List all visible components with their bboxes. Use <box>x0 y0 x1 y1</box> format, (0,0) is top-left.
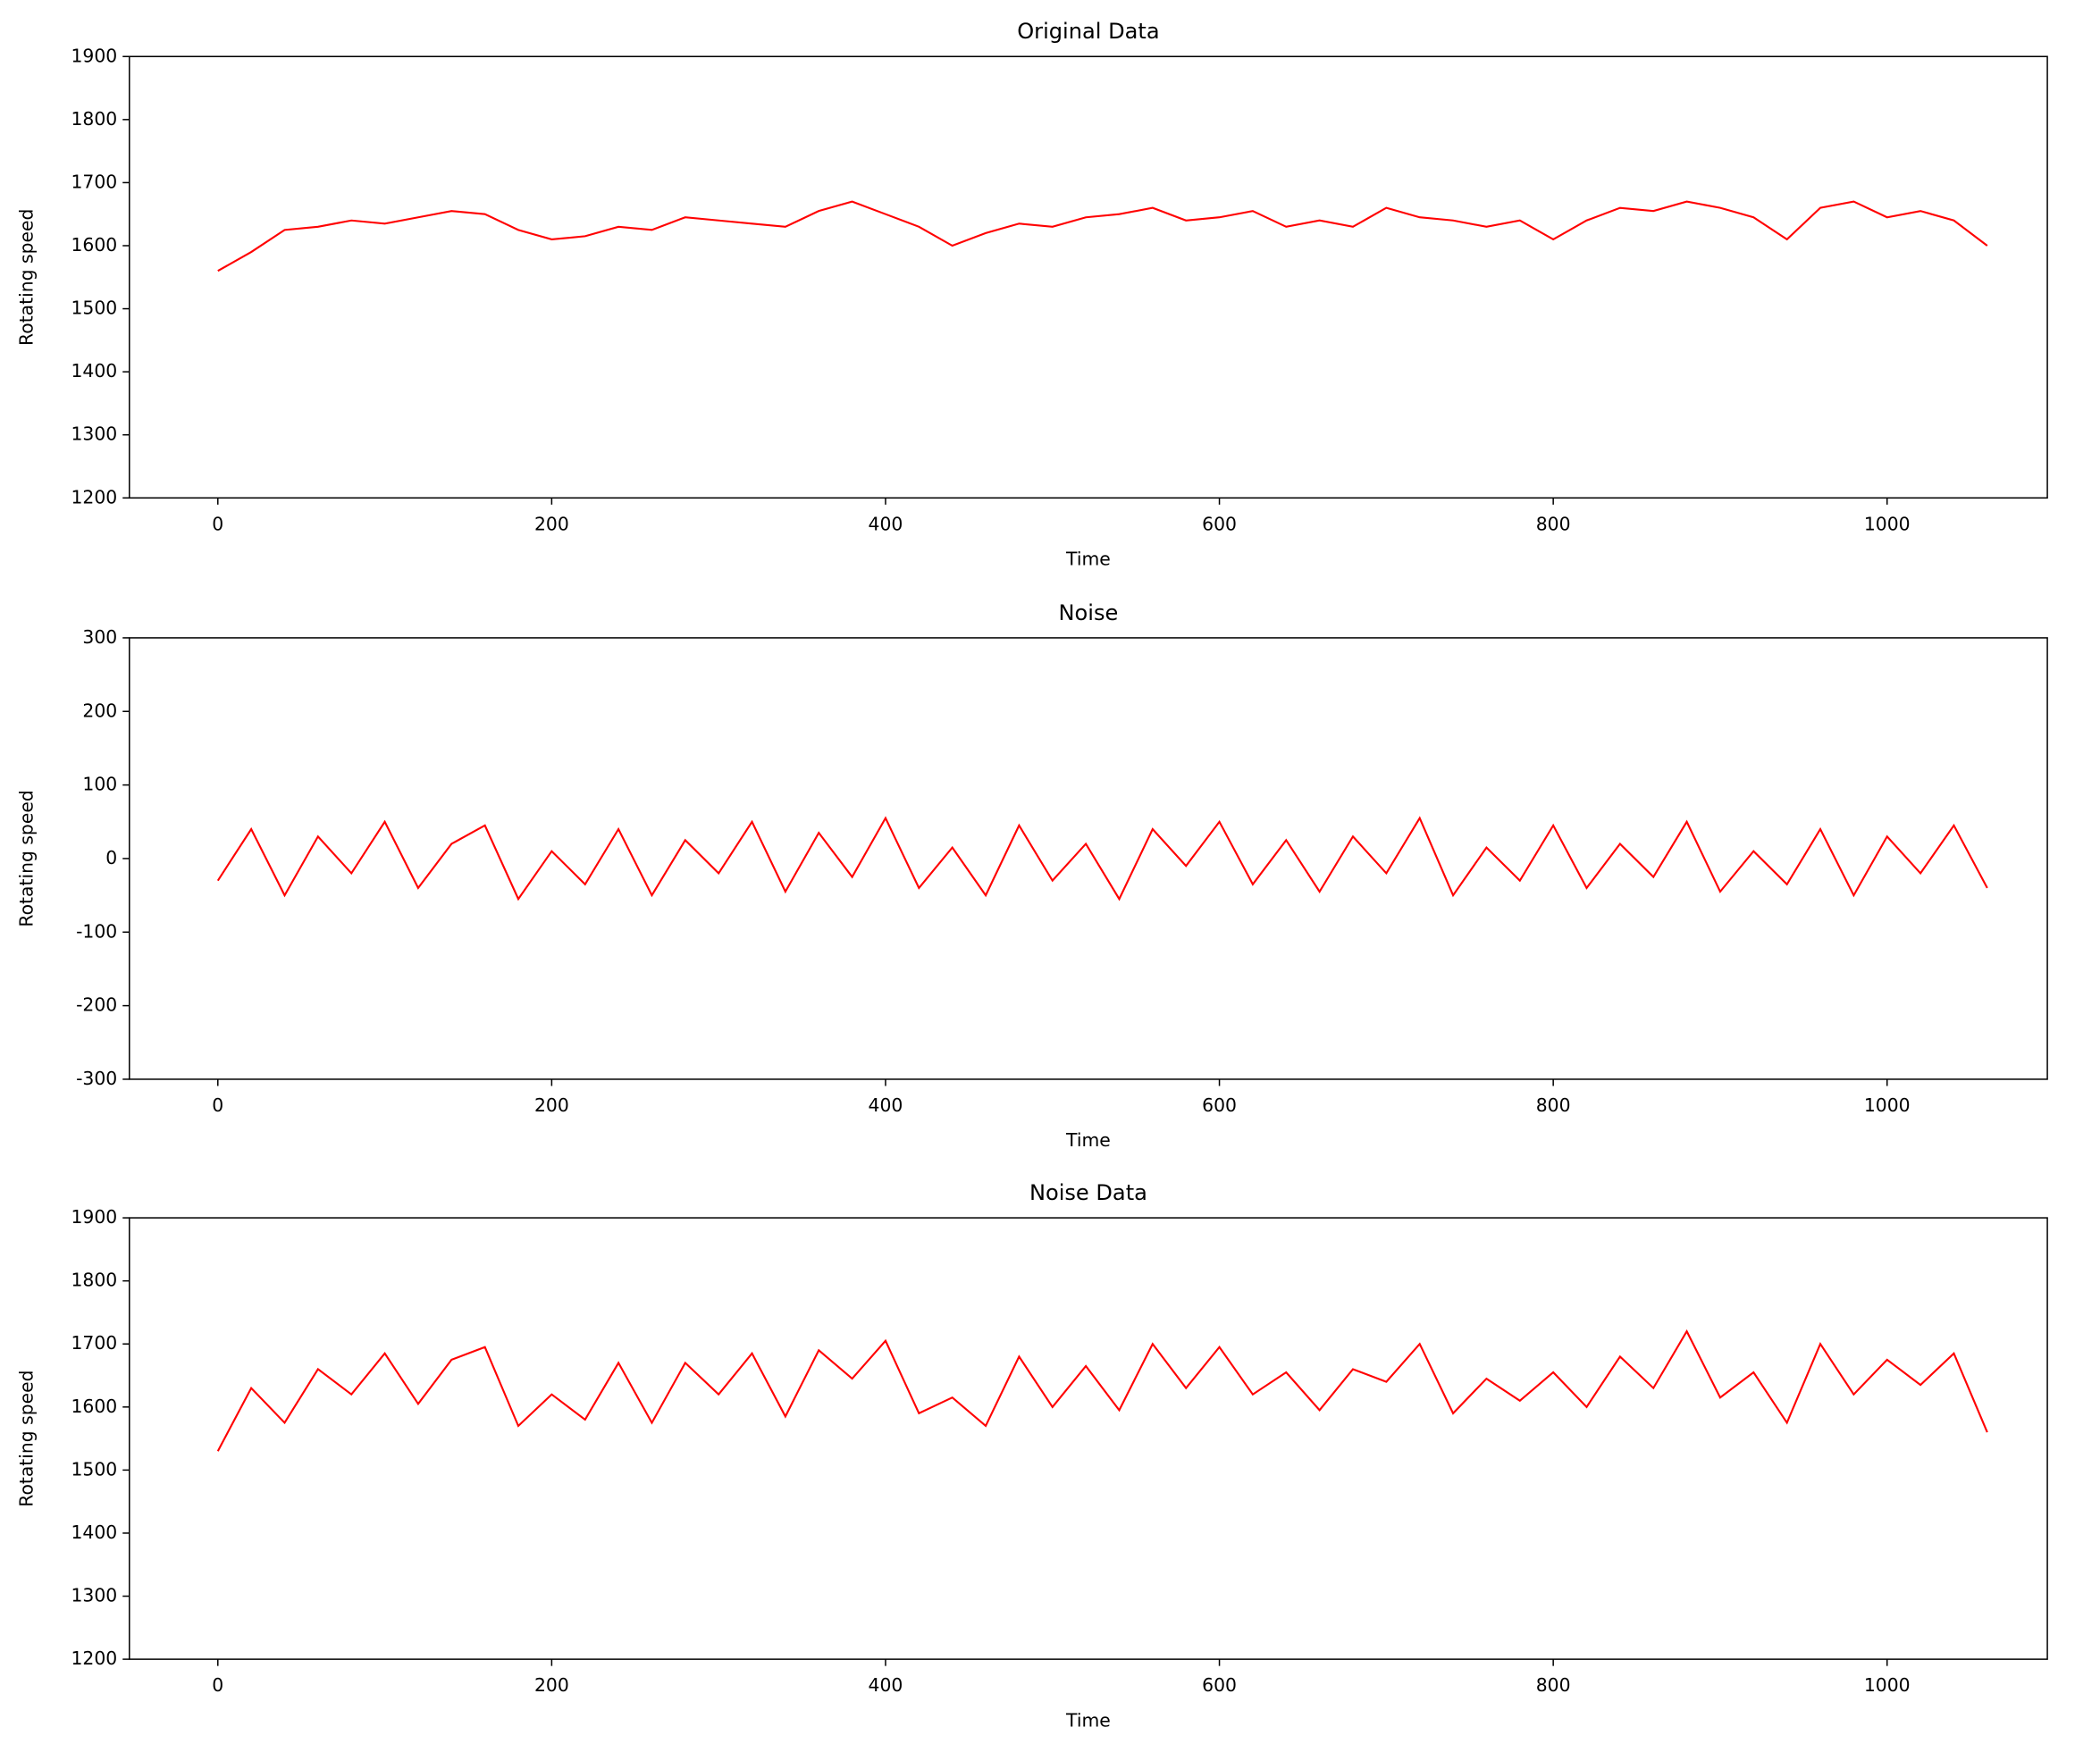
y-tick-label: 1800 <box>71 1270 117 1291</box>
x-axis-label: Time <box>1065 549 1111 570</box>
x-tick-label: 200 <box>534 1094 569 1116</box>
y-tick-label: 0 <box>105 847 117 868</box>
y-tick-label: -200 <box>76 994 117 1016</box>
y-tick-label: -100 <box>76 920 117 942</box>
y-tick-label: 1500 <box>71 1458 117 1480</box>
x-tick-label: 200 <box>534 1674 569 1696</box>
y-tick-label: 200 <box>82 700 117 721</box>
plot-frame <box>129 637 2048 1080</box>
x-tick-label: 400 <box>869 513 903 534</box>
y-tick-label: -300 <box>76 1068 117 1089</box>
y-tick-label: 1200 <box>71 1648 117 1669</box>
y-axis-label: Rotating speed <box>15 209 37 346</box>
x-axis-label: Time <box>1065 1129 1111 1151</box>
x-tick-label: 400 <box>869 1674 903 1696</box>
y-tick-label: 1700 <box>71 1332 117 1354</box>
y-tick-label: 1500 <box>71 298 117 319</box>
x-tick-label: 1000 <box>1864 1674 1911 1696</box>
data-line <box>216 816 1988 901</box>
plot-frame <box>129 1217 2048 1660</box>
y-tick-label: 1600 <box>71 1396 117 1417</box>
chart-title: Original Data <box>1017 19 1159 44</box>
subplot: Original Data Time Rotating speed 0 200 400 60… <box>15 19 2048 570</box>
y-tick-label: 1900 <box>71 45 117 66</box>
chart-title: Noise Data <box>1029 1180 1147 1205</box>
y-tick-label: 1400 <box>71 360 117 382</box>
y-tick-label: 1400 <box>71 1522 117 1543</box>
x-axis-label: Time <box>1065 1709 1111 1731</box>
y-tick-label: 1700 <box>71 171 117 192</box>
x-tick-label: 1000 <box>1864 513 1911 534</box>
x-tick-label: 800 <box>1536 1094 1571 1116</box>
y-tick-label: 300 <box>82 626 117 648</box>
y-tick-label: 1600 <box>71 234 117 256</box>
x-tick-label: 600 <box>1202 513 1237 534</box>
y-tick-label: 1200 <box>71 486 117 507</box>
y-tick-label: 1300 <box>71 423 117 445</box>
x-tick-label: 400 <box>869 1094 903 1116</box>
x-tick-label: 1000 <box>1864 1094 1911 1116</box>
y-tick-label: 1800 <box>71 108 117 130</box>
data-line <box>217 200 1988 272</box>
y-tick-label: 1900 <box>71 1206 117 1228</box>
x-tick-label: 0 <box>212 1674 223 1696</box>
y-axis-label: Rotating speed <box>15 790 37 926</box>
subplot: Noise Data Time Rotating speed 0 200 400 600 80… <box>15 1180 2048 1731</box>
x-tick-label: 600 <box>1202 1094 1237 1116</box>
plot-frame <box>129 55 2048 499</box>
x-tick-label: 0 <box>212 1094 223 1116</box>
chart-title: Noise <box>1059 600 1119 625</box>
y-tick-label: 100 <box>82 774 117 795</box>
x-tick-label: 200 <box>534 513 569 534</box>
data-line <box>216 1329 1988 1452</box>
y-tick-label: 1300 <box>71 1585 117 1606</box>
x-tick-label: 800 <box>1536 1674 1571 1696</box>
x-tick-label: 0 <box>212 513 223 534</box>
x-tick-label: 800 <box>1536 513 1571 534</box>
x-tick-label: 600 <box>1202 1674 1237 1696</box>
y-axis-label: Rotating speed <box>15 1370 37 1506</box>
